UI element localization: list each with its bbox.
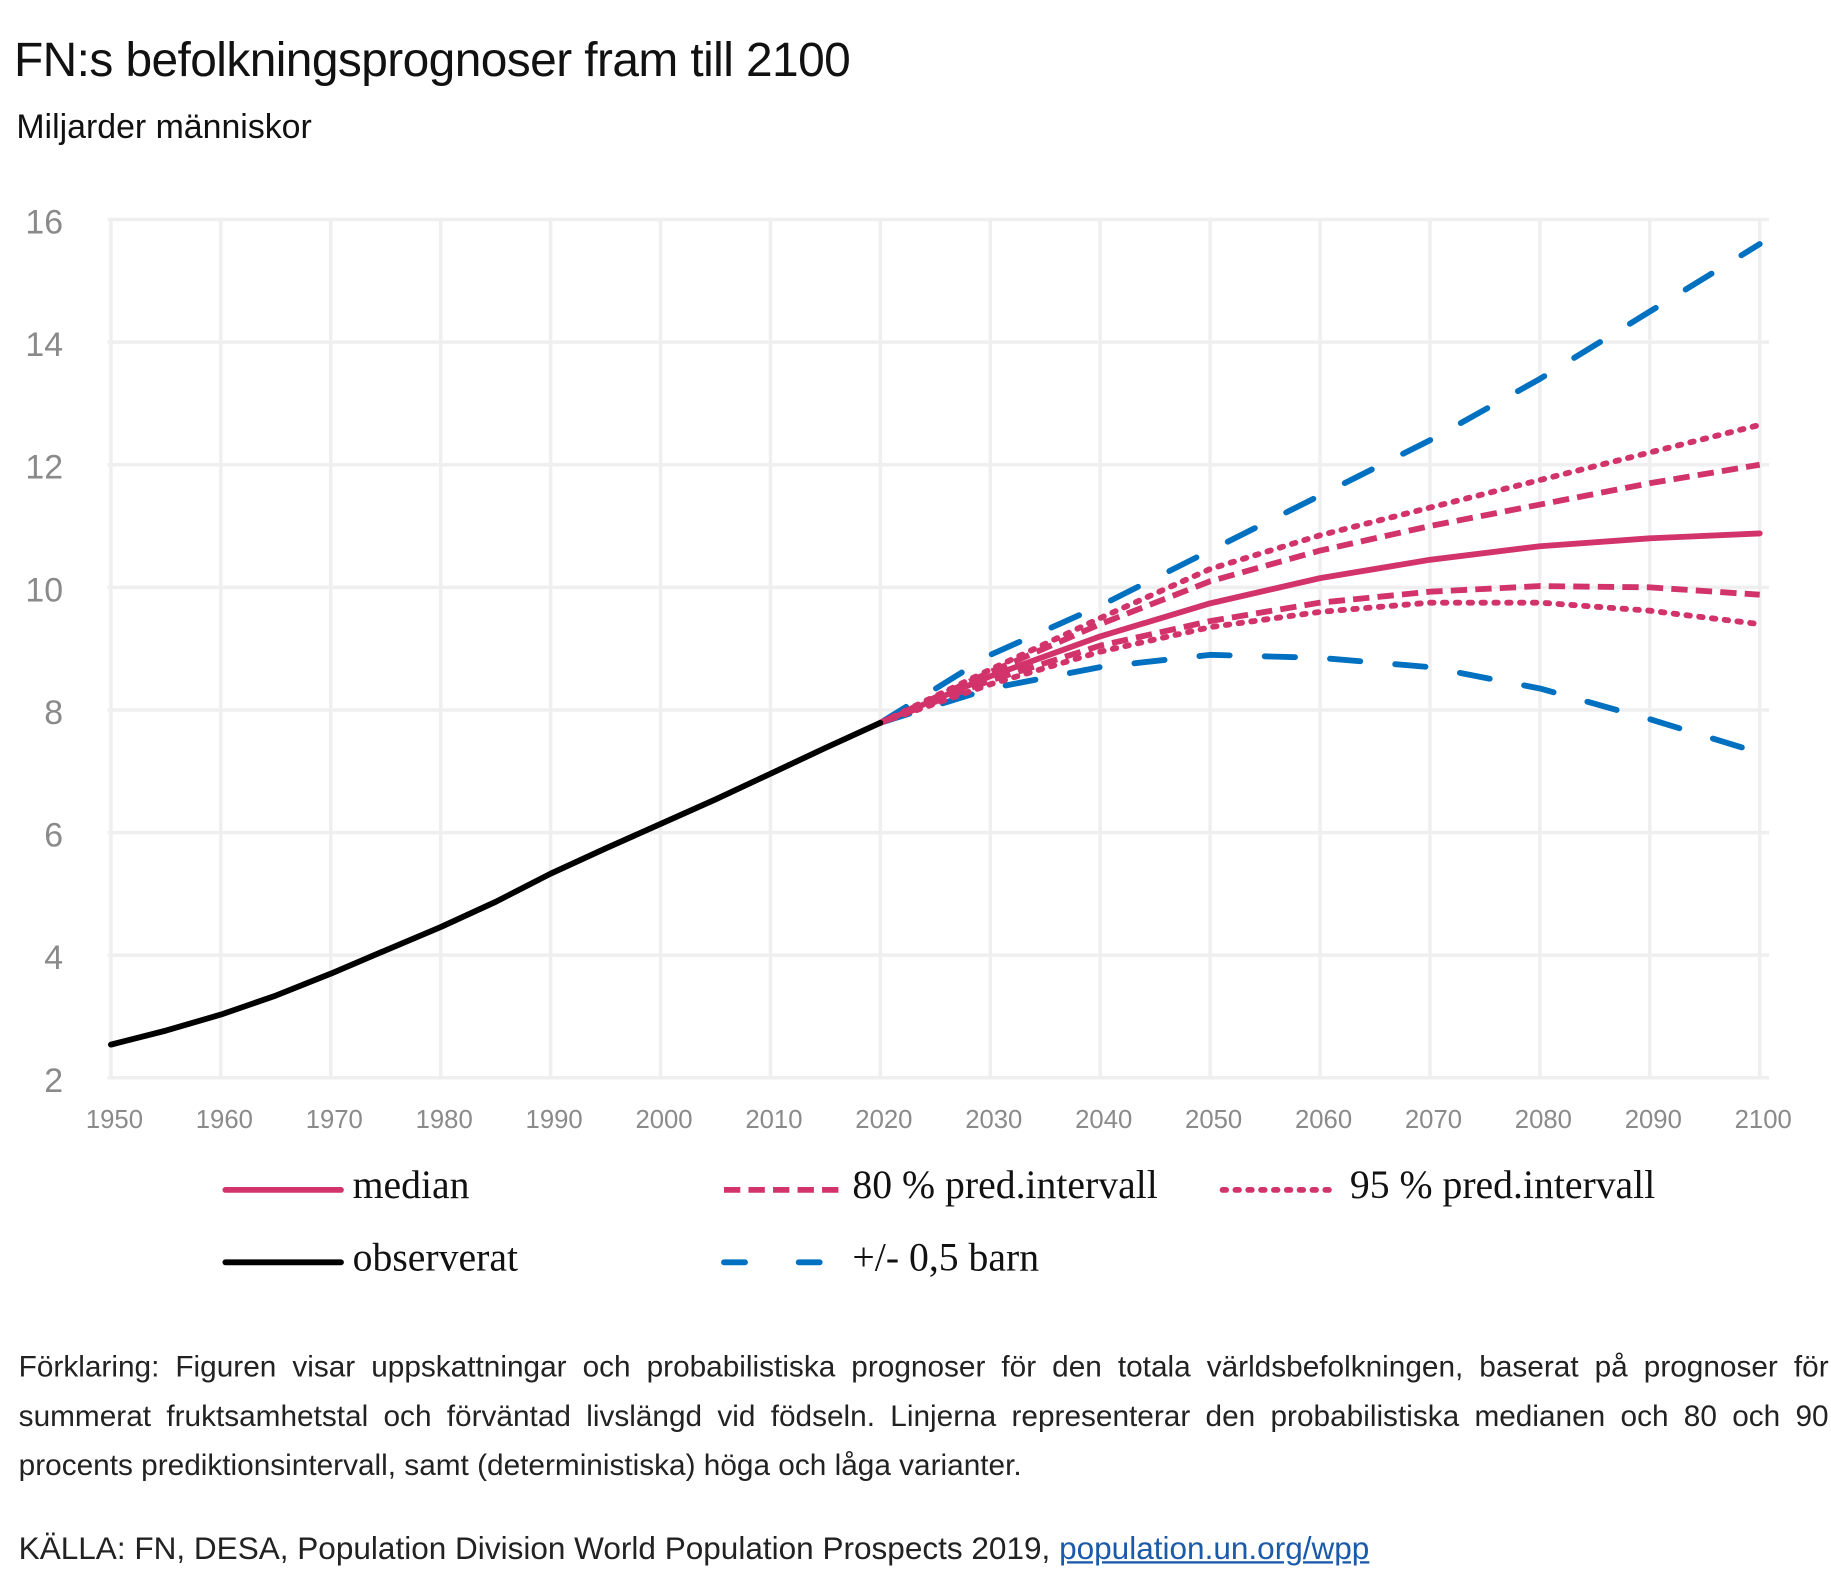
x-tick-label: 2050 [1185, 1106, 1242, 1134]
source-text: KÄLLA: FN, DESA, Population Division Wor… [18, 1530, 1060, 1566]
y-tick-label: 2 [44, 1062, 63, 1100]
legend-label-observed: observerat [352, 1236, 519, 1280]
x-tick-label: 2080 [1515, 1106, 1572, 1134]
source-line: KÄLLA: FN, DESA, Population Division Wor… [19, 1531, 1370, 1567]
source-link[interactable]: population.un.org/wpp [1059, 1530, 1370, 1566]
x-tick-label: 2030 [965, 1106, 1022, 1134]
series-lower--0-5-barn [877, 651, 1763, 756]
legend-label-median: median [352, 1164, 470, 1208]
chart-title: FN:s befolkningsprognoser fram till 2100 [14, 32, 851, 87]
x-tick-label: 2010 [745, 1106, 802, 1134]
x-tick-label: 1960 [196, 1106, 253, 1134]
series-line-median [877, 530, 1763, 726]
legend-label-80: 80 % pred.intervall [852, 1164, 1158, 1208]
y-tick-label: 8 [44, 694, 63, 732]
x-tick-label: 1950 [86, 1106, 143, 1134]
x-tick-label: 2070 [1405, 1106, 1462, 1134]
legend-label-95: 95 % pred.intervall [1349, 1164, 1656, 1208]
series-upper-95-pred-intervall [877, 422, 1763, 726]
y-tick-label: 16 [25, 204, 63, 242]
x-tick-label: 2100 [1735, 1106, 1792, 1134]
x-tick-label: 1970 [306, 1106, 363, 1134]
series-lower-95-pred-intervall [877, 599, 1763, 726]
x-tick-label: 2000 [635, 1106, 692, 1134]
x-tick-label: 2060 [1295, 1106, 1352, 1134]
y-tick-label: 12 [25, 449, 63, 487]
series-upper-80-pred-intervall [879, 461, 1761, 726]
y-tick-label: 4 [44, 939, 63, 977]
y-tick-label: 6 [44, 817, 63, 855]
x-tick-label: 1990 [526, 1106, 583, 1134]
x-tick-label: 2020 [855, 1106, 912, 1134]
explanation-note: Förklaring: Figuren visar uppskattningar… [18, 1351, 1829, 1482]
chart-subtitle: Miljarder människor [16, 108, 312, 146]
series-line-observerat [108, 719, 884, 1048]
y-tick-label: 10 [25, 571, 63, 609]
y-tick-label: 14 [25, 326, 63, 364]
series-lower-80-pred-intervall [879, 583, 1760, 726]
x-tick-label: 2040 [1075, 1106, 1132, 1134]
legend-label-variants: +/- 0,5 barn [852, 1236, 1040, 1280]
x-tick-label: 2090 [1625, 1106, 1682, 1134]
x-tick-label: 1980 [416, 1106, 473, 1134]
